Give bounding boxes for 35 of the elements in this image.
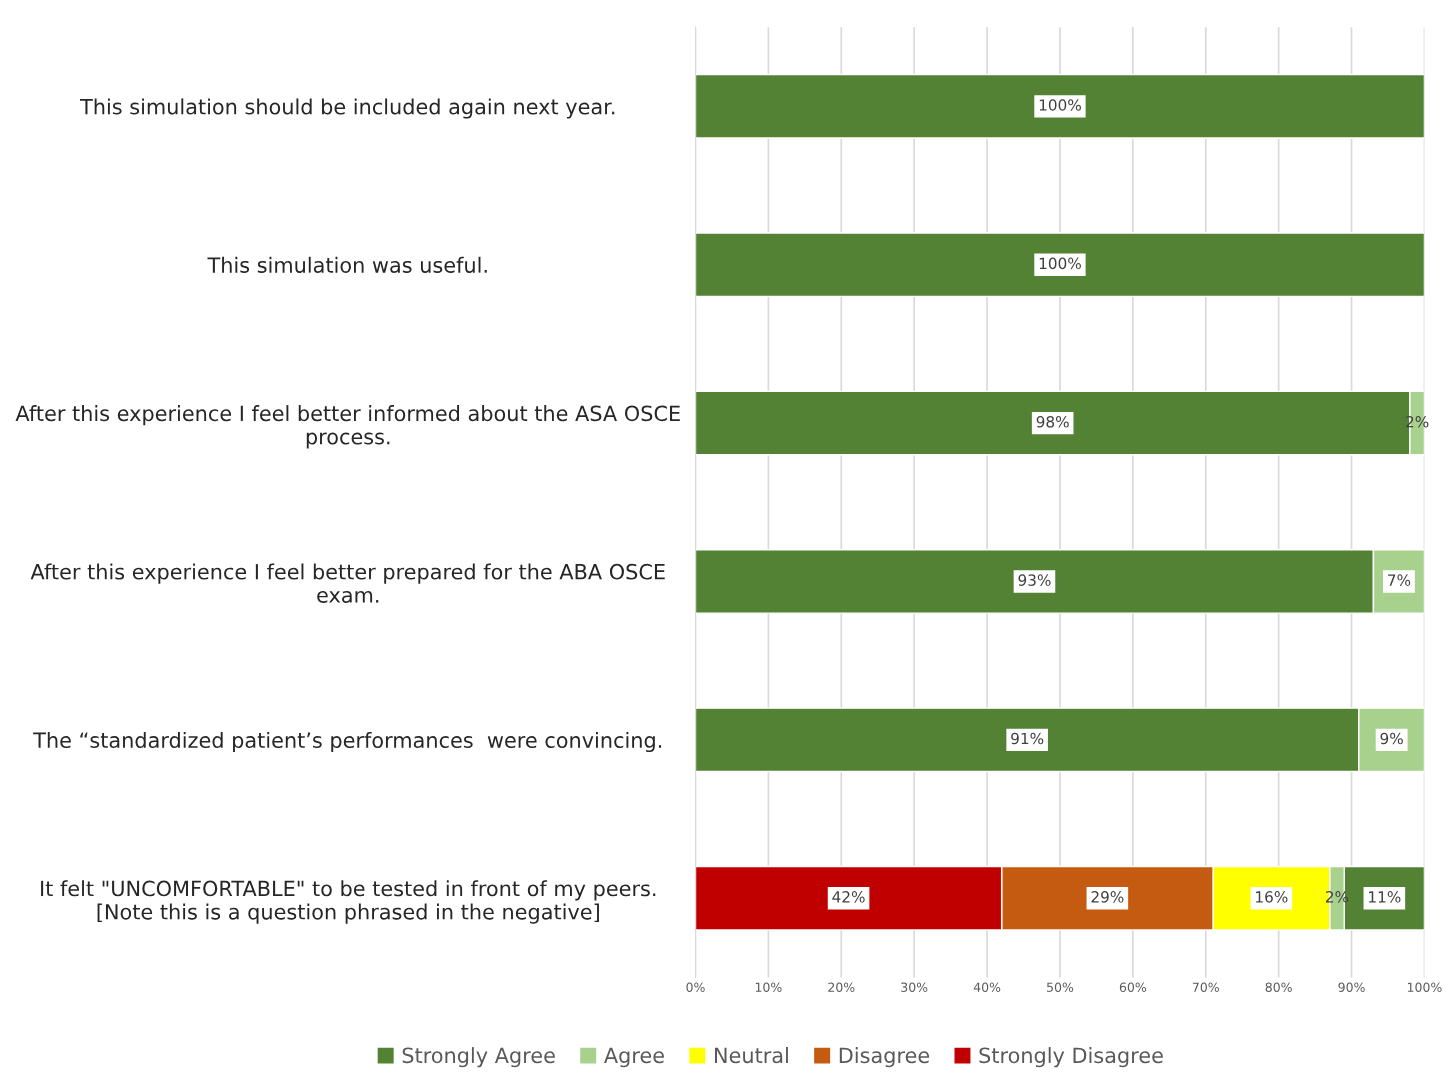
bar: [695, 73, 1425, 139]
x-tick-label: 80%: [1265, 982, 1292, 992]
data-label: 91%: [1011, 732, 1044, 745]
legend-label: Neutral: [715, 1047, 788, 1064]
x-tick-label: 60%: [1119, 982, 1147, 992]
y-tick-label: This simulation should be included again next year.: [80, 98, 615, 119]
data-label: 11%: [1369, 891, 1401, 903]
y-tick-label: The “standardized patient’s performances were convincing.: [33, 731, 662, 753]
data-label: 98%: [1036, 415, 1069, 428]
data-label: 7%: [1388, 574, 1411, 586]
data-label: 100%: [1039, 257, 1081, 270]
x-tick-label: 10%: [755, 982, 782, 992]
x-tick-label: 30%: [901, 982, 928, 992]
data-label: 16%: [1256, 891, 1288, 903]
legend-label: Strongly Disagree: [979, 1047, 1163, 1068]
x-tick-label: 50%: [1047, 982, 1074, 992]
legend-label: Disagree: [839, 1047, 930, 1068]
y-tick-label: This simulation was useful.: [207, 256, 487, 273]
x-tick-label: 0%: [686, 982, 705, 992]
x-tick-label: 40%: [973, 982, 1001, 992]
legend-label: Agree: [604, 1047, 664, 1068]
x-tick-label: 90%: [1338, 982, 1365, 992]
data-label: 9%: [1380, 732, 1403, 745]
data-label: 100%: [1039, 99, 1081, 111]
y-tick-label: After this experience I feel better informed about the ASA OSCE process.: [15, 405, 680, 449]
x-tick-label: 100%: [1407, 982, 1442, 992]
y-tick-label: After this experience I feel better prepared for the ABA OSCE exam.: [30, 563, 665, 603]
x-tick-label: 20%: [828, 982, 855, 992]
legend-label: Strongly Agree: [402, 1047, 555, 1068]
data-label: 29%: [1091, 891, 1124, 903]
data-label: 42%: [832, 891, 865, 903]
bar: [695, 232, 1425, 298]
data-label: 93%: [1018, 574, 1051, 586]
x-tick-label: 70%: [1192, 982, 1219, 992]
y-tick-label: It felt "UNCOMFORTABLE" to be tested in front of my peers. [Note this is a question phrased in the negative]: [41, 880, 656, 924]
